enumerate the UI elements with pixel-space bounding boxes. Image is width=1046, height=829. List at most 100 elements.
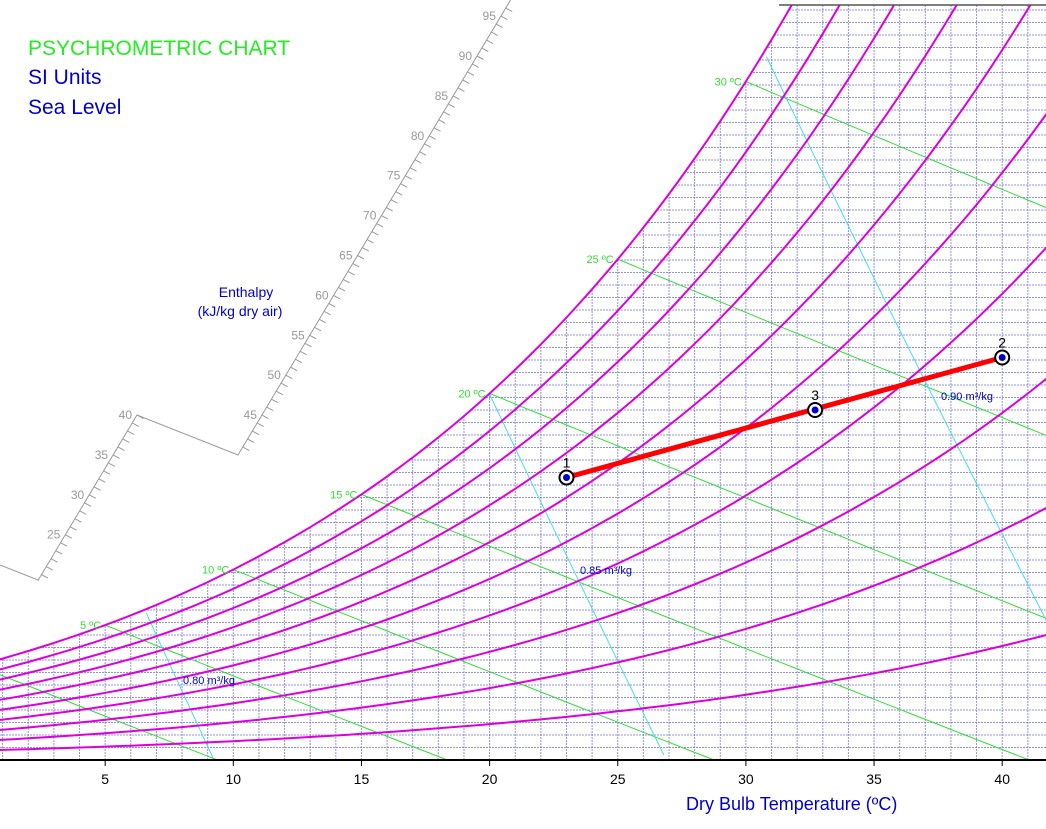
enthalpy-tick xyxy=(323,310,331,316)
wet-bulb-line-25 xyxy=(617,258,1046,436)
rh-curve-70 xyxy=(0,5,958,691)
specific-volume-label: 0.90 m³/kg xyxy=(941,391,993,403)
wet-bulb-line-10 xyxy=(233,569,716,760)
state-point-marker xyxy=(562,474,570,481)
x-tick-label: 20 xyxy=(482,771,498,787)
enthalpy-tick xyxy=(285,374,293,380)
enthalpy-tick xyxy=(376,223,384,228)
enthalpy-tick-label: 65 xyxy=(339,249,353,263)
enthalpy-tick xyxy=(247,438,255,443)
enthalpy-tick xyxy=(299,350,307,356)
enthalpy-tick xyxy=(314,326,322,332)
enthalpy-tick xyxy=(122,438,130,443)
enthalpy-tick xyxy=(405,175,413,180)
x-tick-label: 40 xyxy=(994,771,1010,787)
state-point-label: 3 xyxy=(811,387,819,403)
enthalpy-tick xyxy=(505,7,513,13)
state-point-marker xyxy=(998,354,1006,361)
enthalpy-tick xyxy=(491,31,499,37)
enthalpy-tick xyxy=(60,542,68,547)
enthalpy-tick xyxy=(443,111,451,116)
enthalpy-tick-label: 80 xyxy=(411,129,425,143)
enthalpy-tick xyxy=(280,382,288,388)
enthalpy-tick xyxy=(242,446,250,451)
enthalpy-tick xyxy=(108,462,116,467)
enthalpy-tick xyxy=(500,15,508,21)
enthalpy-tick xyxy=(309,334,317,340)
enthalpy-tick xyxy=(98,478,106,483)
enthalpy-tick xyxy=(304,342,312,348)
rh-curve-60 xyxy=(0,5,1032,701)
state-point-label: 2 xyxy=(998,335,1006,351)
x-tick-label: 35 xyxy=(866,771,882,787)
enthalpy-tick xyxy=(103,470,111,475)
x-tick-label: 10 xyxy=(226,771,242,787)
enthalpy-tick-label: 55 xyxy=(291,328,305,342)
enthalpy-tick xyxy=(424,143,432,148)
enthalpy-tick xyxy=(88,494,96,499)
enthalpy-tick-label: 45 xyxy=(244,408,258,422)
enthalpy-tick xyxy=(45,566,53,571)
wet-bulb-line-20 xyxy=(489,393,1046,619)
rh-curve-10 xyxy=(0,634,1046,751)
enthalpy-tick xyxy=(362,247,370,252)
state-point-marker xyxy=(811,406,819,414)
enthalpy-tick-label: 70 xyxy=(363,209,377,223)
enthalpy-tick xyxy=(438,119,446,124)
enthalpy-tick xyxy=(476,55,484,60)
enthalpy-tick xyxy=(452,95,460,100)
x-axis: 5 10 15 20 25 30 35 40 xyxy=(0,4,1046,787)
enthalpy-tick-label: 30 xyxy=(71,488,85,502)
enthalpy-tick xyxy=(433,127,441,132)
enthalpy-tick xyxy=(319,318,326,324)
chart-units: SI Units xyxy=(28,66,102,89)
enthalpy-tick xyxy=(50,558,58,563)
enthalpy-tick xyxy=(271,398,279,404)
enthalpy-tick xyxy=(74,518,82,523)
enthalpy-tick xyxy=(486,39,494,44)
chart-altitude: Sea Level xyxy=(28,96,121,119)
rh-curve-80 xyxy=(0,5,896,681)
enthalpy-tick xyxy=(457,87,465,92)
enthalpy-tick xyxy=(371,231,379,236)
enthalpy-tick xyxy=(65,534,73,539)
enthalpy-tick xyxy=(79,510,87,515)
enthalpy-tick xyxy=(328,302,336,308)
enthalpy-tick xyxy=(448,103,456,108)
enthalpy-tick xyxy=(136,414,144,419)
enthalpy-tick-label: 40 xyxy=(119,408,133,422)
enthalpy-tick xyxy=(495,23,503,29)
enthalpy-scale-line xyxy=(0,0,511,582)
enthalpy-tick xyxy=(41,574,49,579)
x-axis-title: Dry Bulb Temperature (ºC) xyxy=(686,794,897,814)
enthalpy-tick xyxy=(352,263,360,268)
rh-curve-100 xyxy=(0,5,793,661)
enthalpy-tick xyxy=(419,151,427,156)
wet-bulb-label: 25 ºC xyxy=(586,254,613,266)
enthalpy-tick-label: 85 xyxy=(435,89,449,103)
wet-bulb-line-30 xyxy=(745,81,1046,209)
enthalpy-tick xyxy=(261,414,269,420)
enthalpy-tick xyxy=(390,199,398,204)
rh-curve-50 xyxy=(0,112,1046,711)
chart-title: PSYCHROMETRIC CHART xyxy=(28,37,290,60)
wet-bulb-label: 5 ºC xyxy=(80,620,101,632)
enthalpy-tick xyxy=(366,239,374,244)
enthalpy-tick xyxy=(127,430,135,435)
specific-volume-line xyxy=(489,393,665,756)
x-tick-label: 15 xyxy=(354,771,370,787)
enthalpy-tick-label: 95 xyxy=(483,9,497,23)
enthalpy-tick xyxy=(462,79,470,84)
enthalpy-tick xyxy=(256,422,264,428)
enthalpy-tick xyxy=(481,47,489,52)
enthalpy-tick xyxy=(385,207,393,212)
enthalpy-tick xyxy=(252,430,260,436)
enthalpy-tick xyxy=(347,271,355,276)
x-tick-label: 5 xyxy=(101,771,109,787)
enthalpy-tick xyxy=(467,71,475,76)
enthalpy-tick xyxy=(69,526,77,531)
wet-bulb-line-15 xyxy=(361,493,1031,760)
enthalpy-tick-label: 35 xyxy=(95,448,109,462)
x-tick-label: 30 xyxy=(738,771,754,787)
enthalpy-tick xyxy=(266,406,274,412)
